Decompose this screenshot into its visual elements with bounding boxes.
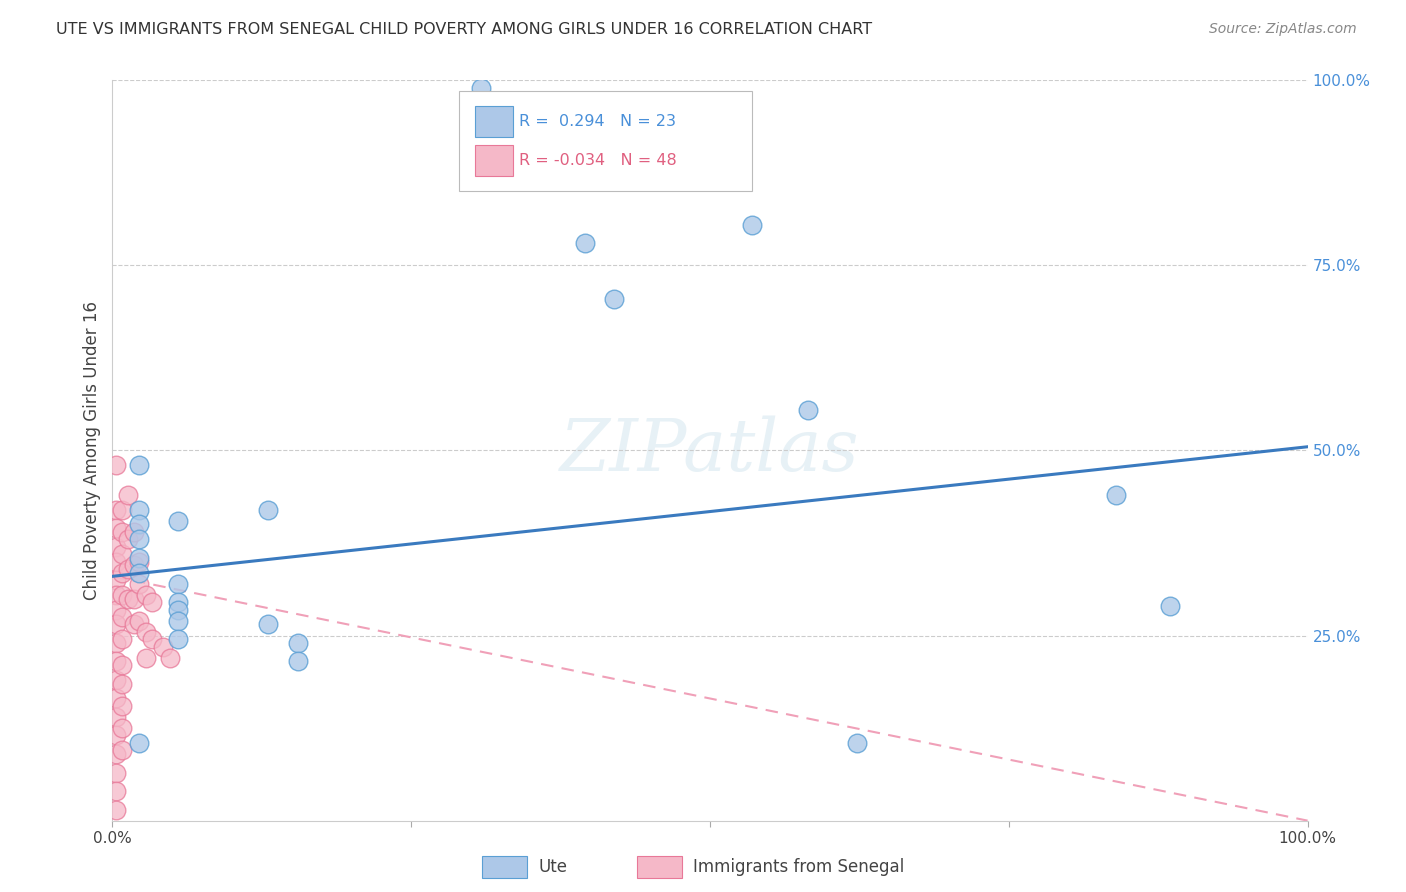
Point (105, 573, 128, 587)
Point (105, 555, 128, 569)
FancyBboxPatch shape (475, 106, 513, 137)
Point (257, 617, 280, 632)
Point (122, 558, 145, 573)
Point (167, 632, 190, 647)
Point (135, 588, 157, 602)
Point (128, 517, 150, 532)
Point (128, 576, 150, 591)
Point (128, 614, 150, 628)
Text: R =  0.294   N = 23: R = 0.294 N = 23 (519, 114, 676, 129)
Point (128, 502, 150, 516)
Point (574, 236, 596, 251)
Point (167, 602, 190, 616)
Point (257, 502, 280, 516)
Point (111, 698, 134, 713)
Point (105, 521, 128, 535)
Point (105, 602, 128, 616)
Point (111, 524, 134, 539)
Point (111, 658, 134, 673)
Point (287, 655, 309, 669)
Point (105, 502, 128, 516)
Point (128, 736, 150, 750)
Point (152, 640, 174, 654)
Point (117, 533, 139, 547)
Point (128, 555, 150, 569)
Point (128, 550, 150, 565)
Point (141, 595, 163, 609)
Point (122, 591, 145, 606)
Point (1159, 599, 1181, 613)
FancyBboxPatch shape (475, 145, 513, 176)
Point (167, 614, 190, 628)
Point (846, 736, 869, 750)
Point (111, 547, 134, 561)
Point (135, 650, 157, 665)
Point (105, 655, 128, 669)
Text: Ute: Ute (538, 858, 568, 876)
Point (603, 292, 626, 306)
Point (105, 636, 128, 650)
Text: Immigrants from Senegal: Immigrants from Senegal (693, 858, 904, 876)
Point (287, 636, 309, 650)
Point (105, 729, 128, 743)
Point (117, 488, 139, 502)
Text: R = -0.034   N = 48: R = -0.034 N = 48 (519, 153, 676, 168)
FancyBboxPatch shape (482, 856, 527, 878)
Point (167, 514, 190, 528)
FancyBboxPatch shape (458, 91, 752, 191)
Point (141, 632, 163, 647)
Point (111, 743, 134, 757)
Point (111, 610, 134, 624)
Point (111, 632, 134, 647)
Point (797, 402, 820, 417)
Point (105, 540, 128, 554)
Point (111, 588, 134, 602)
Point (105, 784, 128, 798)
Point (128, 458, 150, 473)
Point (111, 502, 134, 516)
Point (105, 588, 128, 602)
Y-axis label: Child Poverty Among Girls Under 16: Child Poverty Among Girls Under 16 (83, 301, 101, 600)
Point (105, 765, 128, 780)
Point (105, 673, 128, 687)
Point (105, 803, 128, 817)
Point (122, 524, 145, 539)
FancyBboxPatch shape (637, 856, 682, 878)
Point (470, 80, 492, 95)
Point (105, 710, 128, 724)
Point (128, 566, 150, 580)
Point (105, 617, 128, 632)
Point (135, 624, 157, 639)
Point (111, 676, 134, 690)
Point (1105, 488, 1128, 502)
Point (128, 533, 150, 547)
Point (111, 566, 134, 580)
Text: ZIPatlas: ZIPatlas (560, 415, 860, 486)
Point (105, 691, 128, 706)
Point (167, 576, 190, 591)
Point (167, 595, 190, 609)
Point (122, 617, 145, 632)
Point (105, 747, 128, 761)
Point (105, 458, 128, 473)
Point (159, 650, 181, 665)
Text: Source: ZipAtlas.com: Source: ZipAtlas.com (1209, 22, 1357, 37)
Point (117, 591, 139, 606)
Point (117, 562, 139, 576)
Point (111, 721, 134, 735)
Text: UTE VS IMMIGRANTS FROM SENEGAL CHILD POVERTY AMONG GIRLS UNDER 16 CORRELATION CH: UTE VS IMMIGRANTS FROM SENEGAL CHILD POV… (56, 22, 872, 37)
Point (741, 218, 763, 232)
